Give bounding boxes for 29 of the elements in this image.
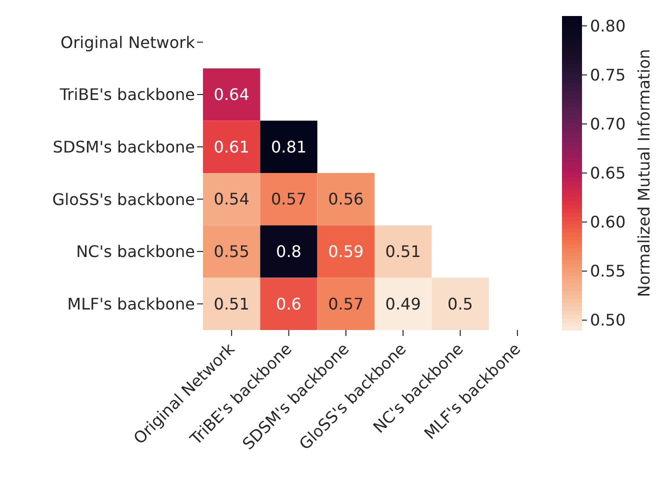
data-label: 0.56 — [328, 190, 364, 209]
y-tick-label: GloSS's backbone — [52, 190, 195, 209]
color-bar-label: 0.55 — [590, 262, 626, 281]
color-bar-label: 0.70 — [590, 114, 626, 134]
data-label: 0.49 — [385, 294, 421, 314]
y-tick-label: Original Network — [60, 32, 196, 52]
data-label: 0.61 — [214, 137, 250, 156]
color-bar-label: 0.50 — [590, 310, 626, 330]
data-label: 0.57 — [270, 190, 307, 209]
y-tick-label: TriBE's backbone — [58, 85, 195, 104]
data-label: 0.59 — [328, 242, 364, 261]
data-label: 0.8 — [276, 242, 302, 261]
color-bar-label: 0.75 — [590, 65, 626, 84]
y-tick-label: SDSM's backbone — [52, 138, 195, 157]
color-bar-title: Normalized Mutual Information — [634, 48, 654, 298]
data-label: 0.51 — [214, 294, 250, 314]
data-label: 0.55 — [214, 242, 250, 261]
color-bar-label: 0.60 — [590, 212, 626, 232]
color-bar-label: 0.65 — [590, 164, 626, 182]
data-label: 0.54 — [214, 190, 250, 209]
y-tick-label: MLF's backbone — [67, 294, 195, 314]
data-label: 0.51 — [385, 242, 421, 261]
data-label: 0.81 — [270, 137, 307, 156]
color-bar-label: 0.80 — [590, 16, 626, 36]
data-label: 0.5 — [448, 294, 473, 314]
data-label: 0.64 — [214, 85, 250, 104]
data-label: 0.6 — [276, 294, 302, 314]
data-label: 0.57 — [328, 294, 364, 314]
y-tick-label: NC's backbone — [76, 242, 195, 262]
